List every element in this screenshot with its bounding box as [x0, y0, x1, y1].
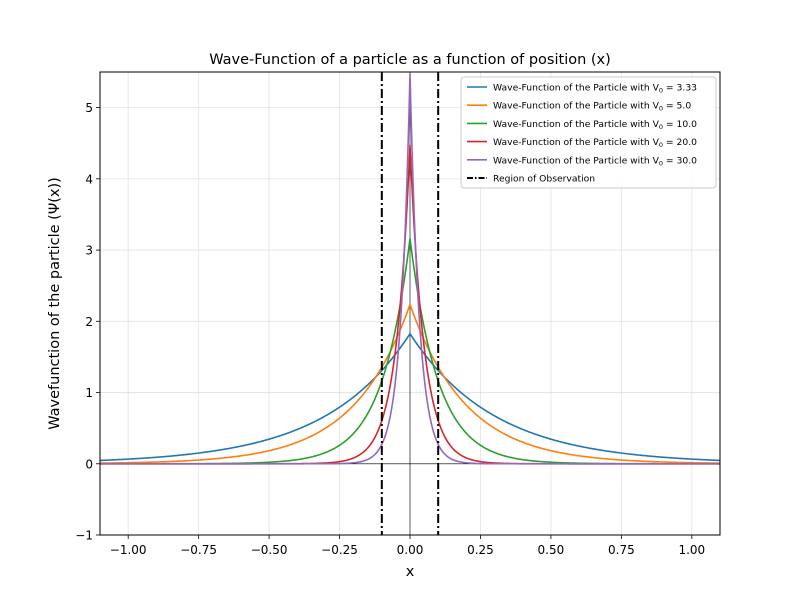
- x-axis-label: x: [406, 564, 415, 580]
- series-line-v0-3-33: [100, 332, 720, 462]
- series-line-v0-30-0: [100, 72, 720, 465]
- x-tick-label: −0.75: [180, 543, 217, 557]
- chart-title: Wave-Function of a particle as a functio…: [209, 52, 611, 68]
- legend-label: Wave-Function of the Particle with V0 = …: [493, 119, 697, 131]
- y-axis-ticks: −1 0 1 2 3 4 5: [75, 101, 100, 543]
- series-group: [100, 72, 720, 465]
- x-tick-label: 1.00: [678, 543, 705, 557]
- y-tick-label: 2: [85, 315, 93, 329]
- legend: Wave-Function of the Particle with V0 = …: [460, 76, 717, 189]
- legend-label: Wave-Function of the Particle with V0 = …: [493, 83, 697, 95]
- y-tick-label: 3: [85, 244, 93, 258]
- y-tick-label: −1: [75, 529, 93, 543]
- y-tick-label: 1: [85, 386, 93, 400]
- series-line-v0-5-0: [100, 303, 720, 464]
- legend-box: [460, 76, 717, 189]
- y-tick-label: 0: [85, 457, 93, 471]
- x-tick-label: −0.25: [321, 543, 358, 557]
- legend-label-region: Region of Observation: [493, 174, 595, 185]
- legend-label: Wave-Function of the Particle with V0 = …: [493, 155, 697, 167]
- x-tick-label: 0.00: [397, 543, 424, 557]
- legend-label: Wave-Function of the Particle with V0 = …: [493, 137, 697, 149]
- y-tick-label: 5: [85, 101, 93, 115]
- x-tick-label: 0.75: [608, 543, 635, 557]
- x-tick-label: 0.25: [467, 543, 494, 557]
- legend-label: Wave-Function of the Particle with V0 = …: [493, 101, 691, 113]
- x-tick-label: 0.50: [538, 543, 565, 557]
- y-axis-label: Wavefunction of the particle (Ψ(x)): [47, 177, 63, 430]
- y-tick-label: 4: [85, 172, 93, 186]
- x-axis-ticks: −1.00 −0.75 −0.50 −0.25 0.00 0.25 0.50 0.75 1.00: [110, 535, 705, 557]
- x-tick-label: −0.50: [251, 543, 288, 557]
- x-tick-label: −1.00: [110, 543, 147, 557]
